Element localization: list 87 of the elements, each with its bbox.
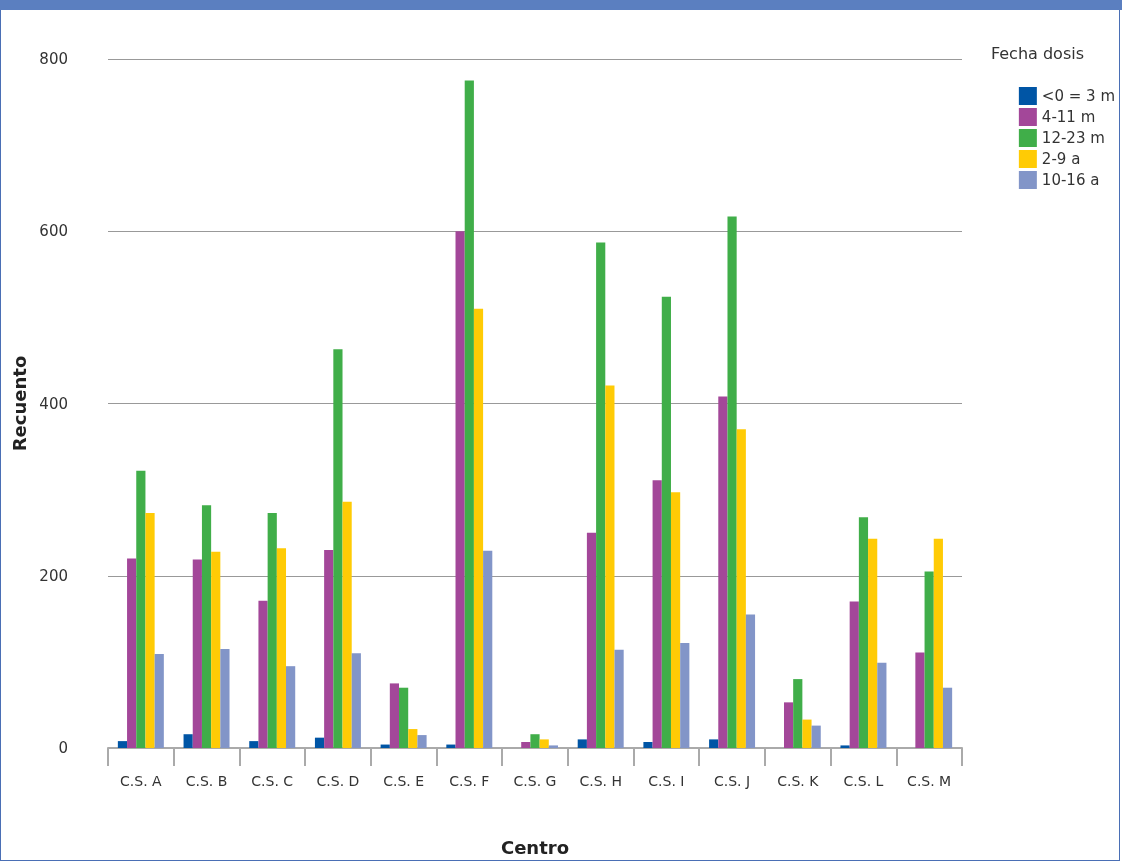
bar	[727, 216, 737, 748]
y-tick-label: 0	[58, 739, 68, 757]
bar	[201, 505, 212, 748]
bar	[840, 745, 850, 748]
bar	[399, 687, 409, 748]
bar	[745, 614, 756, 748]
x-tick-label: C.S. G	[513, 773, 557, 789]
x-tick-label: C.S. D	[316, 773, 360, 789]
bar	[793, 679, 803, 748]
x-tick-label: C.S. J	[714, 773, 751, 789]
x-tick-label: C.S. M	[907, 773, 952, 789]
x-tick-label: C.S. A	[120, 773, 163, 789]
bar	[670, 492, 681, 748]
bar	[333, 349, 343, 748]
legend-label: 12-23 m	[1041, 129, 1105, 147]
x-tick-label: C.S. B	[185, 773, 228, 789]
bar	[464, 80, 474, 748]
bar	[145, 512, 155, 748]
y-tick-label: 800	[39, 50, 68, 68]
bar	[342, 501, 352, 748]
bar	[286, 666, 296, 748]
bar	[183, 734, 193, 748]
bar	[858, 517, 869, 748]
bar	[351, 653, 361, 748]
bar	[127, 558, 137, 748]
bar	[220, 648, 230, 748]
bar	[596, 242, 606, 748]
bar	[586, 532, 597, 748]
x-tick-label: C.S. F	[449, 773, 490, 789]
bar	[643, 741, 653, 748]
bar	[849, 601, 859, 748]
bar	[408, 729, 418, 748]
bar	[530, 734, 540, 748]
legend-label: 4-11 m	[1041, 108, 1096, 126]
bar	[117, 741, 128, 748]
bar	[718, 396, 728, 748]
bar	[324, 549, 334, 748]
bar	[211, 551, 221, 748]
x-tick-label: C.S. E	[383, 773, 425, 789]
bar	[483, 550, 493, 748]
bar	[258, 600, 268, 748]
legend-title: Fecha dosis	[990, 43, 1084, 63]
bar	[915, 652, 925, 748]
bar	[811, 725, 821, 748]
bar	[614, 649, 624, 748]
bar	[933, 538, 943, 748]
x-tick-label: C.S. L	[843, 773, 884, 789]
x-tick-label: C.S. C	[251, 773, 294, 789]
y-tick-label: 400	[39, 394, 68, 413]
bar	[521, 741, 531, 748]
bar	[877, 662, 887, 748]
x-tick-label: C.S. I	[648, 773, 685, 789]
bar	[389, 683, 400, 748]
bar	[473, 308, 484, 748]
bar	[652, 480, 662, 748]
bar	[736, 429, 746, 748]
bar	[267, 512, 277, 748]
bar	[548, 745, 558, 748]
bar	[577, 739, 587, 748]
bar	[783, 702, 794, 748]
bar	[455, 231, 465, 748]
y-axis-title: Recuento	[8, 355, 30, 452]
bar	[314, 737, 325, 748]
bar	[276, 548, 287, 748]
bar	[709, 739, 719, 748]
bar	[154, 654, 164, 748]
legend-label: <0 = 3 m	[1041, 87, 1115, 105]
bar	[192, 559, 202, 748]
legend-label: 10-16 a	[1041, 171, 1100, 189]
x-tick-label: C.S. K	[777, 773, 820, 789]
bar	[539, 739, 549, 748]
bar	[446, 744, 456, 748]
bar	[924, 571, 934, 748]
bar	[680, 642, 690, 748]
bar	[942, 687, 953, 748]
bar	[802, 719, 812, 748]
bar	[136, 470, 146, 748]
bar	[661, 296, 671, 748]
bar	[249, 741, 259, 748]
x-axis-title: Centro	[500, 836, 570, 858]
bar	[868, 538, 878, 748]
x-tick-label: C.S. H	[579, 773, 622, 789]
y-tick-label: 200	[39, 566, 68, 585]
y-tick-label: 600	[39, 222, 68, 241]
bar	[417, 735, 427, 748]
legend-label: 2-9 a	[1041, 150, 1081, 168]
bar	[605, 385, 615, 748]
